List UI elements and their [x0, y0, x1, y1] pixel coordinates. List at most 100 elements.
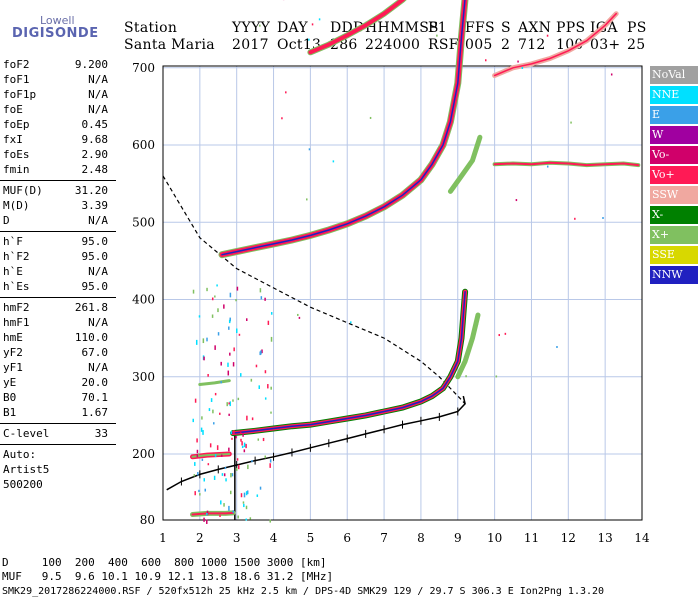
param-key: yE	[3, 376, 17, 389]
param-key: h`F2	[3, 250, 30, 263]
param-key: D	[3, 214, 10, 227]
param-row: MUF(D) 31.20	[0, 184, 116, 199]
series-line	[455, 312, 481, 380]
logo-digisonde: DIGISONDE	[12, 26, 99, 41]
param-key: foF1	[3, 73, 30, 86]
noise-point	[245, 491, 248, 496]
legend-item-ssw: SSW	[650, 186, 698, 204]
x-tick-label: 7	[380, 531, 388, 545]
param-key: hmF2	[3, 301, 30, 314]
param-row: D N/A	[0, 214, 116, 229]
noise-point	[214, 454, 217, 458]
series-line	[231, 289, 468, 436]
footer-fileinfo: SMK29_2017286224000.RSF / 520fx512h 25 k…	[2, 586, 605, 597]
noise-point	[192, 289, 195, 294]
noise-point	[232, 399, 234, 402]
noise-point	[269, 519, 271, 523]
legend-item-e: E	[650, 106, 698, 124]
noise-point	[264, 297, 266, 301]
header-value: 712	[518, 37, 546, 53]
noise-point	[197, 471, 199, 476]
param-value: N/A	[88, 214, 108, 227]
noise-point	[236, 286, 239, 291]
noise-point	[213, 422, 215, 425]
noise-point	[251, 460, 253, 463]
noise-point	[250, 378, 253, 382]
param-separator	[0, 180, 116, 181]
auto-line2: Artist5	[3, 463, 50, 476]
param-row: fmin 2.48	[0, 163, 116, 178]
noise-point	[197, 453, 200, 456]
param-value: 0.45	[81, 118, 109, 131]
noise-point	[259, 24, 261, 27]
noise-point	[258, 385, 260, 389]
noise-point	[211, 297, 214, 301]
param-key: foF1p	[3, 88, 37, 101]
x-tick-label: 8	[417, 531, 425, 545]
x-tick-label: 10	[487, 531, 502, 545]
series-line	[221, 0, 466, 256]
legend-item-sse: SSE	[650, 246, 698, 264]
param-value: 67.0	[81, 346, 109, 359]
noise-point	[245, 518, 248, 521]
noise-point	[243, 492, 246, 498]
noise-point	[243, 449, 246, 453]
noise-point	[206, 519, 208, 524]
x-tick-label: 1	[159, 531, 167, 545]
noise-point	[228, 505, 230, 511]
noise-point	[260, 296, 263, 300]
y-tick-label: 400	[132, 293, 155, 307]
noise-point	[259, 486, 262, 490]
noise-point	[220, 454, 223, 457]
header-label: S	[501, 20, 511, 36]
header-label: HHMMSS	[365, 20, 439, 36]
param-row: h`F 95.0	[0, 235, 116, 250]
legend-item-x: X-	[650, 206, 698, 224]
header-label: P1	[428, 20, 447, 36]
noise-point	[228, 447, 230, 452]
legend-item-noval: NoVal	[650, 66, 698, 84]
param-value: 110.0	[74, 331, 108, 344]
noise-point	[201, 458, 204, 461]
param-value: 31.20	[74, 184, 108, 197]
noise-point	[241, 441, 243, 446]
noise-point	[495, 375, 498, 378]
param-key: h`F	[3, 235, 23, 248]
param-value: 9.200	[74, 58, 108, 71]
noise-point	[217, 332, 220, 336]
param-value: 95.0	[81, 280, 109, 293]
noise-point	[214, 392, 217, 396]
noise-point	[220, 500, 222, 505]
param-key: C-level	[3, 427, 50, 440]
param-row: fxI 9.68	[0, 133, 116, 148]
noise-point	[308, 148, 311, 151]
noise-point	[436, 34, 438, 37]
param-key: foE	[3, 103, 23, 116]
muf-table-distance: D 100 200 400 600 800 1000 1500 3000 [km…	[2, 556, 327, 569]
header-value: Santa Maria	[124, 37, 215, 53]
noise-point	[202, 338, 205, 344]
auto-line1: Auto:	[3, 448, 37, 461]
param-value: 20.0	[81, 376, 109, 389]
header-label: DAY	[277, 20, 308, 36]
header-value: Oct13	[277, 37, 322, 53]
noise-point	[204, 488, 207, 492]
header-value: 25	[627, 37, 646, 53]
param-value: 3.39	[81, 199, 109, 212]
noise-point	[228, 326, 230, 330]
param-row: foE N/A	[0, 103, 116, 118]
noise-point	[281, 117, 283, 120]
noise-point	[260, 350, 262, 355]
noise-point	[298, 316, 301, 319]
param-separator	[0, 444, 116, 445]
noise-point	[228, 402, 230, 405]
noise-point	[285, 91, 287, 94]
noise-point	[240, 493, 243, 498]
noise-point	[235, 467, 238, 471]
param-row: hmE 110.0	[0, 331, 116, 346]
noise-point	[211, 314, 214, 318]
legend-item-w: W	[650, 126, 698, 144]
noise-point	[230, 473, 232, 478]
noise-point	[227, 370, 230, 376]
